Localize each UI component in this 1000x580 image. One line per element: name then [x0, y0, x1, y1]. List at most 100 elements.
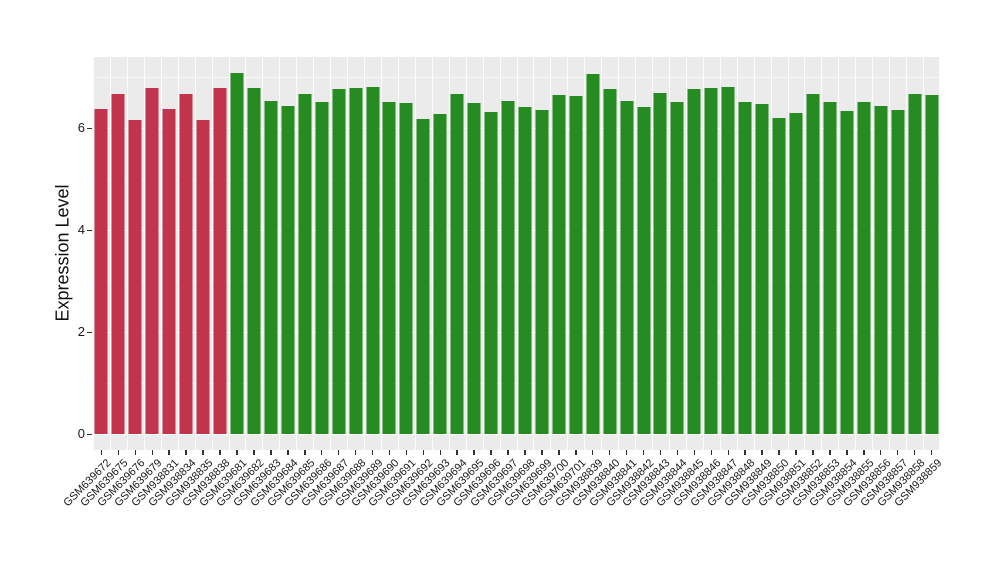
slot-boundary-line [397, 57, 399, 450]
plot-panel [93, 57, 940, 450]
bar [738, 101, 752, 434]
bar-slot [533, 57, 550, 450]
bar-slot [431, 57, 449, 450]
slot-boundary-line [804, 57, 806, 450]
x-tick-mark [490, 450, 492, 455]
x-tick-mark [320, 450, 323, 455]
bar-slot [380, 57, 398, 450]
x-tick-mark [304, 450, 306, 455]
y-tick-mark [87, 433, 92, 435]
slot-boundary-line [431, 57, 433, 450]
bar-slot [465, 57, 483, 450]
bar [857, 101, 871, 434]
slot-boundary-line [414, 57, 416, 450]
bar [366, 86, 379, 434]
bar-slot [923, 57, 940, 450]
bar [247, 88, 261, 434]
slot-boundary-line [279, 57, 281, 450]
slot-boundary-line [330, 57, 332, 450]
slot-boundary-line [635, 57, 637, 450]
bar [450, 94, 464, 434]
x-tick-mark [930, 450, 933, 455]
bar [891, 109, 905, 434]
x-tick-mark [575, 450, 577, 455]
slot-boundary-line [668, 57, 670, 450]
x-tick-mark [710, 450, 713, 455]
bar-slot [770, 57, 788, 450]
bar-slot [719, 57, 737, 450]
slot-boundary-line [787, 57, 789, 450]
x-tick-mark [879, 450, 882, 455]
slot-boundary-line [652, 57, 654, 450]
bar [603, 88, 617, 434]
bar [196, 120, 210, 434]
bar [416, 119, 430, 434]
bar-slot [652, 57, 669, 450]
x-tick-mark [846, 450, 848, 455]
x-tick-mark [524, 450, 526, 455]
y-tick-label: 6 [77, 120, 85, 136]
x-tick-mark [913, 450, 916, 455]
x-tick-mark [202, 450, 204, 455]
x-tick-mark [405, 450, 408, 455]
slot-boundary-line [143, 57, 145, 450]
x-tick-mark [439, 450, 442, 455]
bar-slot [550, 57, 567, 450]
bar-slot [736, 57, 754, 450]
slot-boundary-line [685, 57, 687, 450]
bar [586, 73, 600, 434]
bar [670, 102, 684, 434]
x-tick-mark [219, 450, 221, 455]
bar [94, 109, 108, 434]
bar-slot [906, 57, 923, 450]
bar [145, 87, 159, 434]
bar [484, 112, 498, 434]
slot-boundary-line [160, 57, 162, 450]
bar [874, 105, 888, 434]
bar [332, 89, 346, 434]
slot-boundary-line [211, 57, 213, 450]
x-tick-mark [591, 450, 594, 455]
bar [721, 87, 735, 434]
slot-boundary-line [499, 57, 501, 450]
bar [382, 101, 396, 434]
bar-slot [668, 57, 686, 450]
bar-slot [872, 57, 889, 450]
x-tick-mark [422, 450, 425, 455]
y-tick-label: 2 [77, 324, 85, 340]
bar [518, 106, 532, 434]
y-axis-title: Expression Level [52, 184, 73, 322]
x-tick-mark [253, 450, 255, 455]
x-tick-mark [236, 450, 238, 455]
bar-slot [787, 57, 805, 450]
bar [653, 93, 667, 434]
bar [264, 100, 278, 434]
x-tick-mark [507, 450, 509, 455]
bar-slot [279, 57, 296, 450]
bar [501, 101, 515, 434]
slot-boundary-line [753, 57, 755, 450]
bar [806, 93, 820, 434]
bar [433, 113, 447, 434]
bar [128, 120, 142, 434]
slot-boundary-line [872, 57, 874, 450]
bar [687, 88, 701, 434]
x-tick-mark [117, 450, 120, 455]
x-tick-mark [795, 450, 797, 455]
y-tick-label: 0 [77, 426, 85, 441]
bar-slot [635, 57, 652, 450]
slot-boundary-line [567, 57, 569, 450]
slot-boundary-line [702, 57, 704, 450]
bar [467, 103, 481, 434]
slot-boundary-line [923, 57, 925, 450]
bar [162, 109, 176, 434]
bar-slot [397, 57, 415, 450]
slot-boundary-line [516, 57, 518, 450]
bar-slot [194, 57, 212, 450]
slot-boundary-line [939, 57, 940, 450]
slot-boundary-line [889, 57, 891, 450]
bar [755, 104, 769, 434]
x-tick-mark [727, 450, 729, 455]
bar-slot [482, 57, 500, 450]
